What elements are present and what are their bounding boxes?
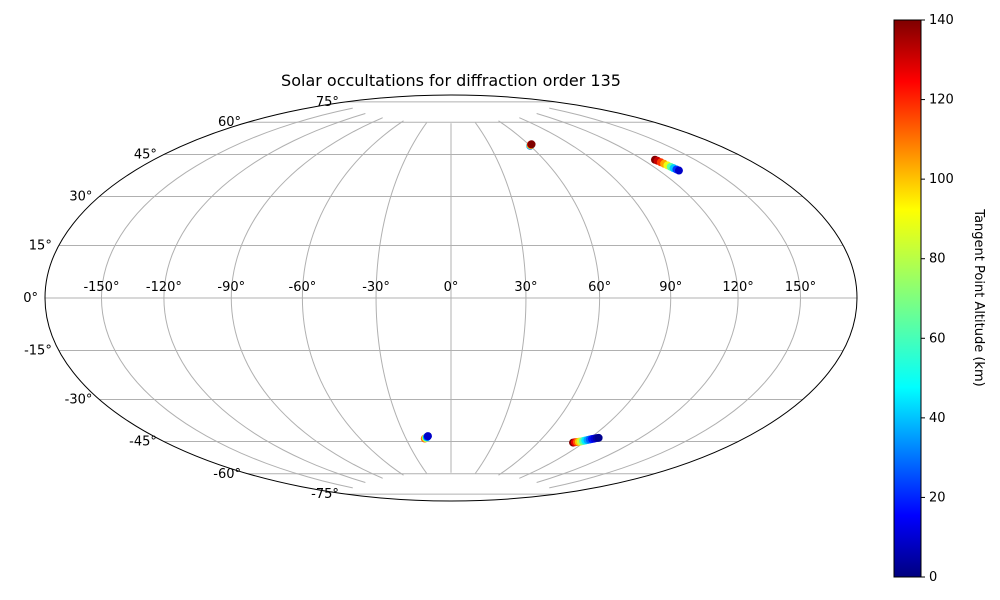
- colorbar-ticks: 0 20 40 60 80 100 120 140: [921, 13, 954, 585]
- latitude-tick-label: -60°: [213, 467, 241, 482]
- latitude-tick-label: 15°: [29, 238, 52, 253]
- grid-meridian: [301, 120, 404, 476]
- colorbar-tick-label: 0: [929, 570, 937, 585]
- longitude-tick-label: 120°: [722, 280, 753, 295]
- occultation-point: [527, 140, 536, 149]
- occultation-point: [674, 166, 683, 175]
- data-points: [420, 140, 683, 447]
- longitude-tick-label: -90°: [217, 280, 245, 295]
- longitude-tick-label: 30°: [514, 280, 537, 295]
- colorbar-tick-label: 100: [929, 172, 954, 187]
- grid-meridian: [474, 122, 527, 474]
- grid-meridian: [536, 113, 739, 483]
- colorbar: [893, 19, 922, 578]
- colorbar-tick-label: 60: [929, 331, 946, 346]
- longitude-tick-label: -150°: [83, 280, 119, 295]
- longitude-tick-label: 150°: [785, 280, 816, 295]
- longitude-tick-label: 90°: [659, 280, 682, 295]
- latitude-tick-label: 45°: [134, 147, 157, 162]
- grid-meridian: [498, 120, 601, 476]
- colorbar-label: Tangent Point Altitude (km): [971, 208, 986, 386]
- longitude-tick-label: -30°: [362, 280, 390, 295]
- longitude-tick-label: -60°: [289, 280, 317, 295]
- latitude-tick-label: -45°: [129, 435, 157, 450]
- latitude-tick-label: 0°: [23, 291, 38, 306]
- longitude-tick-label: 60°: [588, 280, 611, 295]
- longitude-tick-labels: -150° -120° -90° -60° -30° 0° 30° 60° 90° 120° 150…: [83, 280, 816, 295]
- grid-meridian: [519, 117, 672, 479]
- longitude-tick-label: -120°: [146, 280, 182, 295]
- latitude-tick-label: 75°: [316, 95, 339, 110]
- latitude-tick-label: 30°: [69, 190, 92, 205]
- colorbar-tick-label: 80: [929, 252, 946, 267]
- longitude-tick-label: 0°: [444, 280, 459, 295]
- latitude-tick-label: -75°: [311, 487, 339, 502]
- latitude-tick-labels: 75°60°45°30°15°0°-15°-30°-45°-60°-75°: [23, 95, 339, 502]
- chart-title: Solar occultations for diffraction order…: [281, 71, 621, 90]
- grid-meridian: [549, 107, 802, 489]
- latitude-tick-label: -15°: [24, 344, 52, 359]
- colorbar-tick-label: 140: [929, 13, 954, 28]
- colorbar-tick-label: 20: [929, 490, 946, 505]
- graticule-grid: [45, 101, 857, 495]
- grid-meridian: [230, 117, 383, 479]
- grid-meridian: [163, 113, 366, 483]
- colorbar-tick-label: 120: [929, 93, 954, 108]
- grid-meridian: [100, 107, 353, 489]
- latitude-tick-label: -30°: [65, 393, 93, 408]
- occultation-point: [423, 432, 432, 441]
- map-boundary: [44, 94, 858, 502]
- colorbar-tick-label: 40: [929, 411, 946, 426]
- occultation-point: [594, 433, 603, 442]
- grid-meridian: [375, 122, 428, 474]
